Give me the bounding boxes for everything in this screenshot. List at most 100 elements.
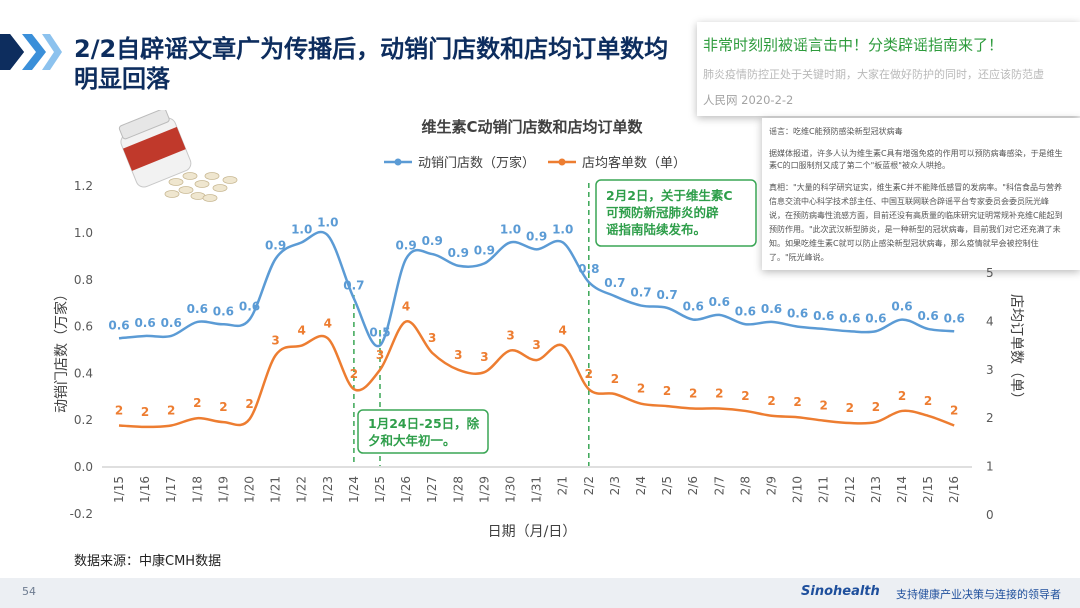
x-tick-label: 1/28 [451,476,465,503]
data-label: 0.6 [865,311,886,325]
x-tick-label: 1/25 [373,476,387,503]
data-label: 0.6 [161,316,182,330]
legend-label-orders: 店均客单数（单） [582,155,686,171]
data-label: 0.6 [761,302,782,316]
x-tick-label: 1/24 [347,476,361,503]
doc-line: 据媒体报道，许多人认为维生素C具有增强免疫的作用可以预防病毒感染，于是维生 [769,149,1063,158]
data-label: 2 [167,403,175,417]
data-label: 0.7 [343,279,364,293]
data-label: 0.6 [709,295,730,309]
data-label: 3 [532,338,540,352]
news-snippet: 肺炎疫情防控正处于关键时期，大家在做好防护的同时，还应该防范虚 [703,68,1044,81]
callout-spring-festival-text: 夕和大年初一。 [368,433,456,448]
y-tick-label: 1.0 [74,226,93,240]
news-source-date: 人民网 2020-2-2 [703,93,794,107]
doc-line: 真相："大量的科学研究证实，维生素C并不能降低感冒的发病率。"科信食品与营养 [769,183,1062,192]
callout-feb2-text: 可预防新冠肺炎的辟 [606,205,719,220]
y2-tick-label: 2 [986,411,994,425]
x-tick-label: 2/7 [712,476,726,495]
y-tick-label: 1.2 [74,179,93,193]
data-label: 0.9 [422,234,443,248]
x-tick-label: 1/26 [399,476,413,503]
y2-tick-label: 1 [986,460,994,474]
page-number: 54 [22,585,36,598]
x-tick-label: 2/15 [921,476,935,503]
data-label: 2 [611,372,619,386]
x-tick-label: 2/10 [791,476,805,503]
data-label: 0.6 [944,311,965,325]
doc-line: 素C的口服制剂又成了第二个"板蓝根"被众人哄抢。 [769,161,950,170]
y-tick-label: 0.0 [74,460,93,474]
page-title: 2/2自辟谣文章广为传播后，动销门店数和店均订单数均明显回落 [74,35,669,93]
x-tick-label: 2/13 [869,476,883,503]
y-tick-label: 0.2 [74,413,93,427]
header-chevrons-icon [0,34,62,70]
data-label: 0.6 [839,311,860,325]
data-label: 2 [585,367,593,381]
series-line-orders [118,320,955,429]
data-label: 0.6 [813,309,834,323]
x-tick-label: 2/11 [817,476,831,503]
news-headline: 非常时刻别被谣言击中！分类辟谣指南来了！ [703,36,1004,54]
data-label: 3 [428,331,436,345]
x-axis-label: 日期（月/日） [488,524,577,540]
data-label: 0.6 [239,300,260,314]
doc-line: 知。如果吃维生素C就可以防止感染新型冠状病毒，那么疫情就早会被控制住 [769,239,1039,248]
x-tick-label: 1/21 [269,476,283,503]
data-label: 2 [793,395,801,409]
doc-line: 信息交流中心科学技术部主任、中国互联网联合辟谣平台专家委员会委员阮光峰 [769,197,1049,206]
brand-logo: Sinohealth [801,584,880,599]
data-label: 2 [141,405,149,419]
data-label: 2 [820,399,828,413]
y2-tick-label: 5 [986,266,994,280]
data-label: 3 [506,328,514,342]
y2-tick-label: 3 [986,363,994,377]
data-label: 2 [350,367,358,381]
data-label: 0.8 [578,262,599,276]
data-label: 4 [402,299,410,313]
legend-marker-orders [558,158,566,166]
x-tick-label: 2/8 [738,476,752,495]
x-tick-label: 2/4 [634,476,648,495]
callout-spring-festival-box [357,409,489,454]
x-tick-label: 1/18 [190,476,204,503]
data-label: 0.7 [604,276,625,290]
x-tick-label: 1/16 [138,476,152,503]
y-tick-label: -0.2 [70,507,93,521]
data-label: 0.6 [735,304,756,318]
data-label: 2 [689,387,697,401]
data-label: 0.9 [395,239,416,253]
x-tick-label: 1/22 [295,476,309,503]
data-label: 2 [846,401,854,415]
data-label: 4 [324,316,332,330]
data-label: 0.6 [108,318,129,332]
data-label: 3 [376,348,384,362]
data-label: 2 [898,389,906,403]
data-label: 0.6 [787,307,808,321]
x-tick-label: 2/1 [556,476,570,495]
x-tick-label: 1/17 [164,476,178,503]
x-tick-label: 2/6 [686,476,700,495]
data-label: 0.5 [369,325,390,339]
y2-tick-label: 0 [986,508,994,522]
x-tick-label: 2/2 [582,476,596,495]
data-label: 0.7 [656,288,677,302]
x-tick-label: 1/20 [243,476,257,503]
callout-feb2-text: 谣指南陆续发布。 [606,222,706,237]
data-label: 1.0 [500,222,521,236]
brand-slogan: 支持健康产业决策与连接的领导者 [896,588,1061,601]
data-label: 0.9 [526,229,547,243]
x-tick-label: 1/19 [216,476,230,503]
doc-line: 说，在预防病毒性流感方面，目前还没有高质量的临床研究证明常规补充维C能起到 [769,211,1063,220]
doc-line: 预防作用。"此次武汉新型肺炎，是一种新型的冠状病毒，目前我们对它还充满了未 [769,225,1061,234]
data-label: 3 [271,333,279,347]
data-label: 2 [741,389,749,403]
data-label: 1.0 [291,222,312,236]
y-tick-label: 0.4 [74,366,93,380]
x-tick-label: 1/30 [504,476,518,503]
data-label: 2 [663,384,671,398]
